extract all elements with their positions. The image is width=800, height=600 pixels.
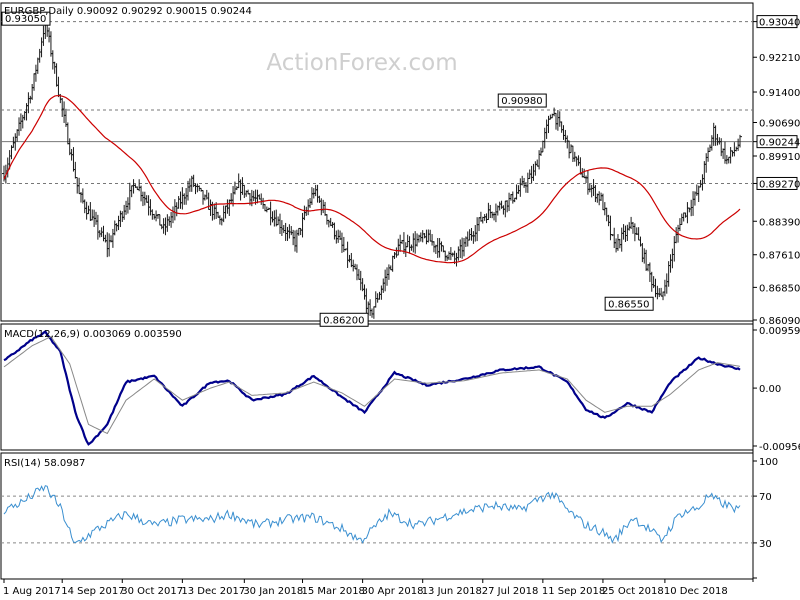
- svg-text:0.86550: 0.86550: [608, 299, 649, 310]
- price-tick-label: 0.90690: [759, 119, 800, 130]
- macd-tick-label: -0.009562: [759, 442, 800, 453]
- macd-series: [3, 329, 741, 446]
- rsi-tick-label: 30: [759, 539, 772, 550]
- rsi-label: RSI(14) 58.0987: [4, 458, 85, 469]
- x-tick-label: 11 Sep 2018: [542, 586, 605, 597]
- svg-text:0.90244: 0.90244: [759, 138, 800, 149]
- macd-tick-label: 0.009593: [759, 326, 800, 337]
- svg-text:0.86200: 0.86200: [323, 315, 364, 326]
- price-tick-label: 0.87610: [759, 251, 800, 262]
- price-level-label: 0.89270: [756, 176, 800, 190]
- macd-line: [3, 329, 741, 446]
- price-annotation: 0.93050: [1, 11, 51, 26]
- signal-line: [3, 335, 741, 435]
- x-tick-label: 1 Aug 2017: [3, 586, 61, 597]
- price-annotation: 0.86550: [604, 296, 654, 311]
- x-tick-label: 30 Oct 2017: [121, 586, 183, 597]
- macd-panel: [0, 323, 754, 451]
- x-tick-label: 25 Oct 2018: [602, 586, 664, 597]
- price-tick-label: 0.88390: [759, 217, 800, 228]
- watermark: ActionForex.com: [266, 50, 457, 76]
- chart-title: EURGBP,Daily 0.90092 0.90292 0.90015 0.9…: [4, 6, 252, 17]
- x-tick-label: 10 Dec 2018: [664, 586, 728, 597]
- svg-text:0.93050: 0.93050: [5, 14, 46, 25]
- x-tick-label: 30 Apr 2018: [362, 586, 424, 597]
- macd-label: MACD(12,26,9) 0.003069 0.003590: [4, 329, 182, 340]
- ohlc-bar: [345, 241, 350, 268]
- svg-text:0.93040: 0.93040: [759, 18, 800, 29]
- price-tick-label: 0.91400: [759, 88, 800, 99]
- price-tick-label: 0.86850: [759, 283, 800, 294]
- rsi-line: [3, 485, 741, 544]
- price-tick-label: 0.92210: [759, 53, 800, 64]
- price-series: 0.93050 0.90980 0.86200 0.86550: [1, 11, 753, 327]
- price-tick-label: 0.86090: [759, 316, 800, 327]
- rsi-panel: [0, 452, 754, 580]
- svg-text:0.90980: 0.90980: [501, 96, 542, 107]
- moving-average-line: [3, 95, 741, 264]
- rsi-tick-label: 70: [759, 492, 772, 503]
- x-tick-label: 30 Jan 2018: [243, 586, 303, 597]
- rsi-series: [1, 485, 753, 544]
- x-tick-label: 14 Sep 2017: [61, 586, 124, 597]
- x-tick-label: 13 Jun 2018: [422, 586, 482, 597]
- macd-tick-label: 0.00: [759, 384, 781, 395]
- price-annotation: 0.90980: [497, 93, 547, 108]
- price-annotation: 0.86200: [319, 312, 369, 327]
- axes: 0.93040 0.92210 0.91400 0.90690 0.90244 0.899…: [3, 15, 800, 597]
- price-tick-label: 0.89910: [759, 152, 800, 163]
- rsi-tick-label: 100: [759, 457, 778, 468]
- ohlc-bar: [738, 134, 742, 148]
- price-level-label: 0.93040: [756, 15, 800, 29]
- x-tick-label: 27 Jul 2018: [482, 586, 539, 597]
- svg-text:0.89270: 0.89270: [759, 179, 800, 190]
- x-tick-label: 13 Dec 2017: [181, 586, 245, 597]
- x-tick-label: 15 Mar 2018: [302, 586, 365, 597]
- price-level-label: 0.90244: [756, 135, 800, 149]
